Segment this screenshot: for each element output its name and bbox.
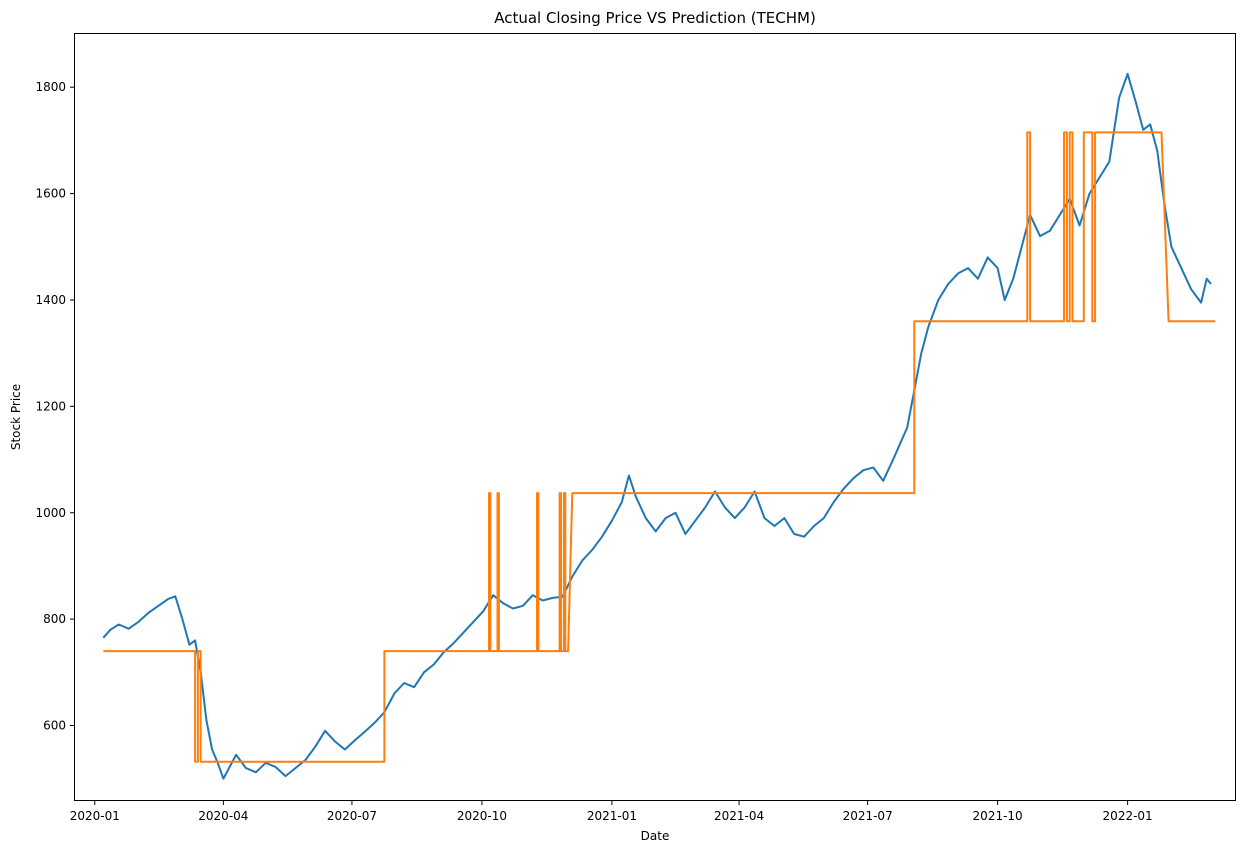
y-tick-label: 1400 xyxy=(35,293,66,307)
x-axis-label: Date xyxy=(641,829,670,843)
x-tick-label: 2020-10 xyxy=(457,809,507,823)
y-tick-label: 1000 xyxy=(35,506,66,520)
chart-title: Actual Closing Price VS Prediction (TECH… xyxy=(494,9,816,27)
x-tick-label: 2022-01 xyxy=(1103,809,1153,823)
x-tick-label: 2021-07 xyxy=(843,809,893,823)
series-layer xyxy=(102,72,1216,780)
x-tick-label: 2020-04 xyxy=(198,809,248,823)
series-line-1 xyxy=(103,131,1216,763)
x-tick-label: 2020-07 xyxy=(327,809,377,823)
x-tick-label: 2020-01 xyxy=(70,809,120,823)
y-axis-label: Stock Price xyxy=(9,384,23,450)
y-tick-label: 1200 xyxy=(35,399,66,413)
x-tick-label: 2021-10 xyxy=(973,809,1023,823)
plot-area xyxy=(74,33,1236,801)
y-tick-label: 1800 xyxy=(35,80,66,94)
y-tick-label: 600 xyxy=(43,719,66,733)
y-tick-label: 800 xyxy=(43,612,66,626)
series-line-0 xyxy=(102,72,1212,780)
y-axis: 600 800 1000 1200 1400 1600 1800 xyxy=(35,80,75,733)
x-tick-label: 2021-04 xyxy=(714,809,764,823)
x-tick-label: 2021-01 xyxy=(587,809,637,823)
y-tick-label: 1600 xyxy=(35,187,66,201)
plot-frame xyxy=(74,33,1236,801)
x-axis: 2020-01 2020-04 2020-07 2020-10 2021-01 2021-… xyxy=(70,800,1153,823)
